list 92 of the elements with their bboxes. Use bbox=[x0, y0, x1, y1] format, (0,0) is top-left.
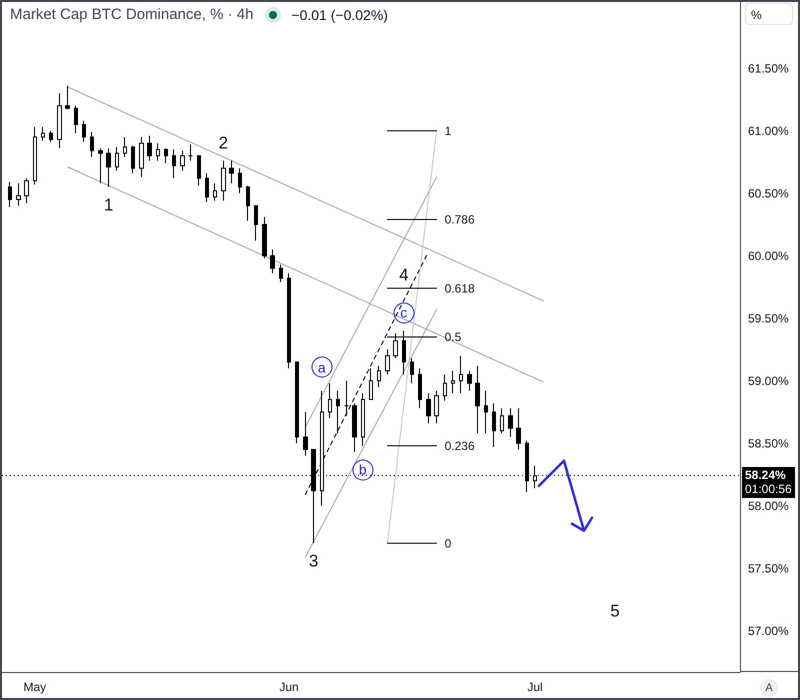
candlestick bbox=[328, 382, 332, 419]
auto-scale-button: A bbox=[760, 679, 778, 697]
scale-button: % bbox=[745, 3, 793, 25]
annotation: a bbox=[311, 356, 332, 378]
candlestick bbox=[287, 272, 291, 369]
candlestick bbox=[410, 358, 414, 384]
candlestick bbox=[492, 402, 496, 448]
x-tick-label: Jul bbox=[527, 680, 543, 694]
candlestick bbox=[467, 370, 472, 392]
candlestick bbox=[90, 132, 94, 158]
candlestick bbox=[98, 148, 103, 184]
y-tick-label: 59.00% bbox=[748, 374, 790, 388]
candlestick bbox=[295, 362, 299, 444]
candlestick bbox=[270, 249, 275, 274]
candlestick bbox=[238, 168, 242, 194]
candlestick bbox=[254, 205, 258, 242]
annotation: b bbox=[352, 459, 374, 480]
candlestick bbox=[352, 402, 357, 452]
annotation: 1 bbox=[104, 196, 114, 214]
candlestick bbox=[369, 368, 373, 400]
candlestick bbox=[115, 146, 119, 172]
ref-line-label: 58.24% bbox=[742, 466, 795, 482]
series-label: 1 bbox=[444, 124, 452, 138]
candlestick bbox=[33, 126, 37, 185]
candlestick bbox=[418, 368, 422, 409]
candlestick bbox=[426, 392, 431, 424]
candlestick bbox=[57, 92, 62, 149]
y-tick-label: 58.50% bbox=[748, 436, 790, 450]
annotation: 2 bbox=[218, 133, 228, 152]
candlestick bbox=[434, 390, 439, 424]
candlestick bbox=[500, 408, 504, 434]
y-tick-label: 58.00% bbox=[748, 498, 790, 513]
candlestick bbox=[8, 182, 12, 208]
series-label: 0.786 bbox=[444, 212, 475, 226]
candlestick bbox=[303, 412, 308, 456]
annotation: 3 bbox=[308, 552, 318, 571]
candlestick bbox=[82, 120, 86, 142]
chart-title: Market Cap BTC Dominance, % · 4h bbox=[10, 6, 254, 24]
candlestick bbox=[279, 264, 283, 282]
x-tick-label: May bbox=[23, 680, 46, 694]
candlestick bbox=[74, 105, 78, 134]
candlestick bbox=[205, 172, 209, 202]
candlestick bbox=[123, 136, 127, 158]
candlestick bbox=[459, 355, 463, 394]
candlestick bbox=[188, 144, 193, 162]
y-tick-label: 57.50% bbox=[748, 561, 790, 576]
y-tick-label: 60.00% bbox=[748, 248, 790, 263]
candlestick bbox=[443, 374, 447, 402]
y-tick-label: 61.50% bbox=[748, 61, 790, 76]
y-tick-label: 57.00% bbox=[748, 624, 790, 638]
candlestick bbox=[221, 160, 226, 202]
candlestick bbox=[156, 142, 160, 162]
candlestick bbox=[229, 160, 234, 184]
candlestick bbox=[147, 135, 152, 162]
x-tick-label: Jun bbox=[279, 680, 299, 694]
candlestick bbox=[484, 390, 488, 434]
candlestick bbox=[49, 130, 53, 142]
candlestick bbox=[139, 136, 144, 178]
candlestick bbox=[361, 392, 365, 446]
series-label: 0.5 bbox=[444, 330, 462, 344]
candlestick bbox=[246, 185, 250, 222]
candlestick bbox=[16, 182, 21, 206]
candlestick bbox=[164, 148, 168, 164]
candlestick bbox=[65, 85, 70, 110]
candlestick bbox=[516, 408, 521, 450]
y-tick-label: 61.00% bbox=[748, 124, 790, 138]
candlestick bbox=[508, 408, 513, 438]
candlestick bbox=[24, 178, 29, 204]
candlestick bbox=[344, 380, 349, 416]
candlestick bbox=[336, 390, 340, 434]
candlestick bbox=[172, 149, 176, 179]
y-tick-label: 59.50% bbox=[748, 311, 790, 326]
annotation: 5 bbox=[610, 601, 620, 620]
series-label: 0.236 bbox=[444, 438, 475, 453]
candlestick bbox=[262, 216, 267, 259]
candlestick bbox=[41, 126, 45, 142]
candlestick bbox=[131, 145, 135, 174]
candlestick bbox=[213, 182, 217, 202]
candlestick bbox=[385, 349, 390, 375]
annotation: 4 bbox=[399, 265, 409, 284]
candlestick bbox=[451, 370, 455, 394]
chart-subtitle: −0.01 (−0.02%) bbox=[291, 6, 388, 24]
candlestick bbox=[475, 365, 480, 434]
candlestick bbox=[377, 365, 381, 388]
candlestick bbox=[197, 155, 201, 186]
text: 01:00:56 bbox=[742, 482, 795, 498]
annotation: c bbox=[393, 302, 414, 324]
candlestick bbox=[106, 148, 111, 188]
series-label: 0 bbox=[444, 536, 452, 550]
series-label: 0.618 bbox=[444, 281, 475, 296]
candlestick bbox=[180, 150, 185, 172]
y-tick-label: 60.50% bbox=[748, 186, 790, 200]
